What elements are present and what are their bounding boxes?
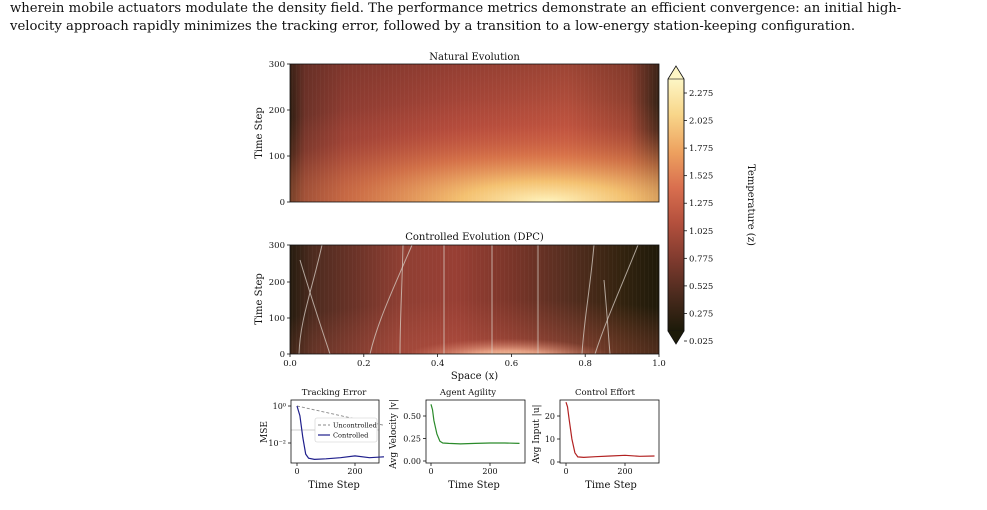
y-tick-label: 0 [280, 350, 285, 360]
natural-y-label: Time Step [254, 107, 265, 159]
y-tick-label: 100 [269, 314, 285, 324]
colorbar-tick-label: 1.525 [689, 172, 713, 182]
controlled-evolution-panel: Controlled Evolution (DPC) [254, 232, 666, 382]
x-tick-label: 0.6 [505, 359, 519, 369]
y-tick-label: 0 [550, 458, 555, 467]
colorbar-tick-label: 0.775 [689, 254, 713, 264]
colorbar: 2.275 2.025 1.775 1.525 1.275 1.025 0.775 0.525… [667, 65, 756, 347]
colorbar-tick-label: 0.275 [689, 309, 713, 319]
y-tick-label: 20 [545, 412, 555, 421]
effort-y-label: Avg Input |u| [532, 404, 542, 464]
y-tick-label: 0 [280, 198, 285, 208]
natural-heatmap [290, 64, 659, 202]
effort-title: Control Effort [575, 388, 636, 398]
colorbar-label: Temperature (z) [745, 164, 756, 246]
natural-title: Natural Evolution [429, 52, 520, 63]
colorbar-tick-label: 2.275 [689, 89, 713, 99]
legend-label: Controlled [333, 432, 369, 440]
agility-x-axis: 0 200 [428, 463, 498, 476]
y-tick-label: 100 [269, 152, 285, 162]
tracking-legend: Uncontrolled Controlled [314, 417, 378, 443]
natural-y-axis: 0 100 200 300 [269, 60, 290, 208]
effort-x-axis: 0 200 [563, 463, 633, 476]
x-tick-label: 0 [428, 467, 433, 476]
colorbar-tick-label: 2.025 [689, 117, 713, 127]
tracking-y-axis: 10⁰ 10⁻² [268, 402, 291, 448]
controlled-heatmap [290, 245, 659, 354]
control-effort-chart: Control Effort 0 10 20 Avg Input |u| 0 2… [532, 388, 660, 491]
agility-y-axis: 0.00 0.25 0.50 [403, 412, 426, 466]
colorbar-tick-label: 1.025 [689, 227, 713, 237]
x-tick-label: 1.0 [652, 359, 666, 369]
agility-x-label: Time Step [448, 480, 500, 491]
x-tick-label: 200 [347, 467, 362, 476]
tracking-y-label: MSE [260, 421, 270, 443]
effort-y-axis: 0 10 20 [545, 412, 560, 467]
tracking-error-chart: Tracking Error 10⁰ 10⁻² MSE 0 200 Time S… [260, 388, 385, 491]
y-tick-label: 300 [269, 60, 285, 70]
x-tick-label: 0.0 [283, 359, 297, 369]
y-tick-label: 10⁰ [273, 402, 286, 411]
colorbar-ticks: 2.275 2.025 1.775 1.525 1.275 1.025 0.775 0.525… [684, 89, 713, 347]
controlled-title: Controlled Evolution (DPC) [405, 232, 544, 243]
tracking-x-axis: 0 200 [294, 463, 363, 476]
paragraph-line: velocity approach rapidly minimizes the … [10, 18, 856, 34]
controlled-y-label: Time Step [254, 273, 265, 325]
y-tick-label: 200 [269, 106, 285, 116]
x-tick-label: 0 [563, 467, 568, 476]
colorbar-extend-top [668, 66, 684, 79]
x-tick-label: 0.2 [357, 359, 371, 369]
series-velocity-line [430, 404, 520, 445]
agility-title: Agent Agility [439, 388, 496, 398]
body-paragraph: wherein mobile actuators modulate the de… [10, 0, 978, 35]
natural-evolution-panel: Natural Evolution 0 100 200 300 Time Ste… [254, 52, 660, 208]
controlled-y-axis: 0 100 200 300 [269, 241, 290, 360]
y-tick-label: 10 [545, 435, 555, 444]
x-tick-label: 0 [294, 467, 299, 476]
agent-trajectories [298, 245, 639, 354]
x-tick-label: 200 [617, 467, 632, 476]
controlled-x-axis: 0.0 0.2 0.4 0.6 0.8 1.0 [283, 354, 666, 369]
controlled-x-label: Space (x) [451, 371, 498, 382]
figure: Natural Evolution 0 100 200 300 Time Ste… [254, 52, 756, 491]
colorbar-tick-label: 0.025 [689, 337, 713, 347]
y-tick-label: 0.25 [403, 435, 421, 444]
series-controlled-line [296, 405, 385, 461]
agility-y-label: Avg Velocity |v| [389, 399, 399, 470]
series-input-line [565, 402, 655, 459]
y-tick-label: 10⁻² [268, 439, 286, 448]
y-tick-label: 0.50 [403, 412, 421, 421]
y-tick-label: 200 [269, 278, 285, 288]
tracking-x-label: Time Step [308, 480, 360, 491]
legend-label: Uncontrolled [333, 422, 378, 430]
tracking-title: Tracking Error [302, 388, 367, 398]
agent-agility-chart: Agent Agility 0.00 0.25 0.50 Avg Velocit… [389, 388, 526, 491]
paragraph-line: wherein mobile actuators modulate the de… [10, 1, 902, 16]
x-tick-label: 0.4 [431, 359, 445, 369]
x-tick-label: 0.8 [578, 359, 592, 369]
x-tick-label: 200 [482, 467, 497, 476]
colorbar-extend-bottom [668, 331, 684, 344]
y-tick-label: 300 [269, 241, 285, 251]
colorbar-tick-label: 1.275 [689, 199, 713, 209]
colorbar-gradient [667, 78, 685, 332]
y-tick-label: 0.00 [403, 457, 421, 466]
colorbar-tick-label: 0.525 [689, 282, 713, 292]
colorbar-tick-label: 1.775 [689, 144, 713, 154]
effort-x-label: Time Step [585, 480, 637, 491]
